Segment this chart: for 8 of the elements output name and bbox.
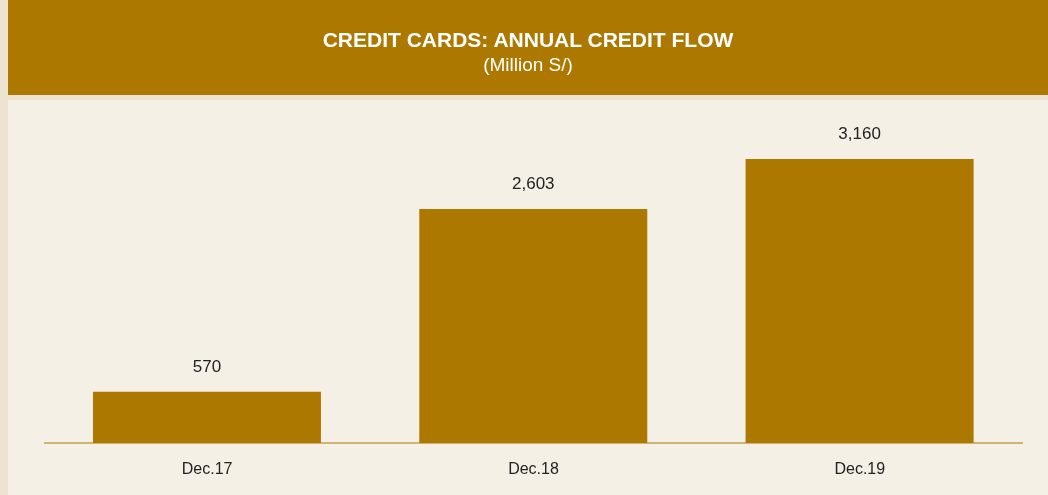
x-tick-label: Dec.19 [834,460,886,478]
data-label: 2,603 [512,174,555,194]
x-tick-label: Dec.17 [181,460,233,478]
x-tick-label: Dec.18 [508,460,559,478]
data-label: 3,160 [838,123,881,143]
data-label: 570 [192,356,222,376]
chart-title: CREDIT CARDS: ANNUAL CREDIT FLOW [321,28,735,52]
chart-subtitle: (Million S/) [482,54,574,76]
